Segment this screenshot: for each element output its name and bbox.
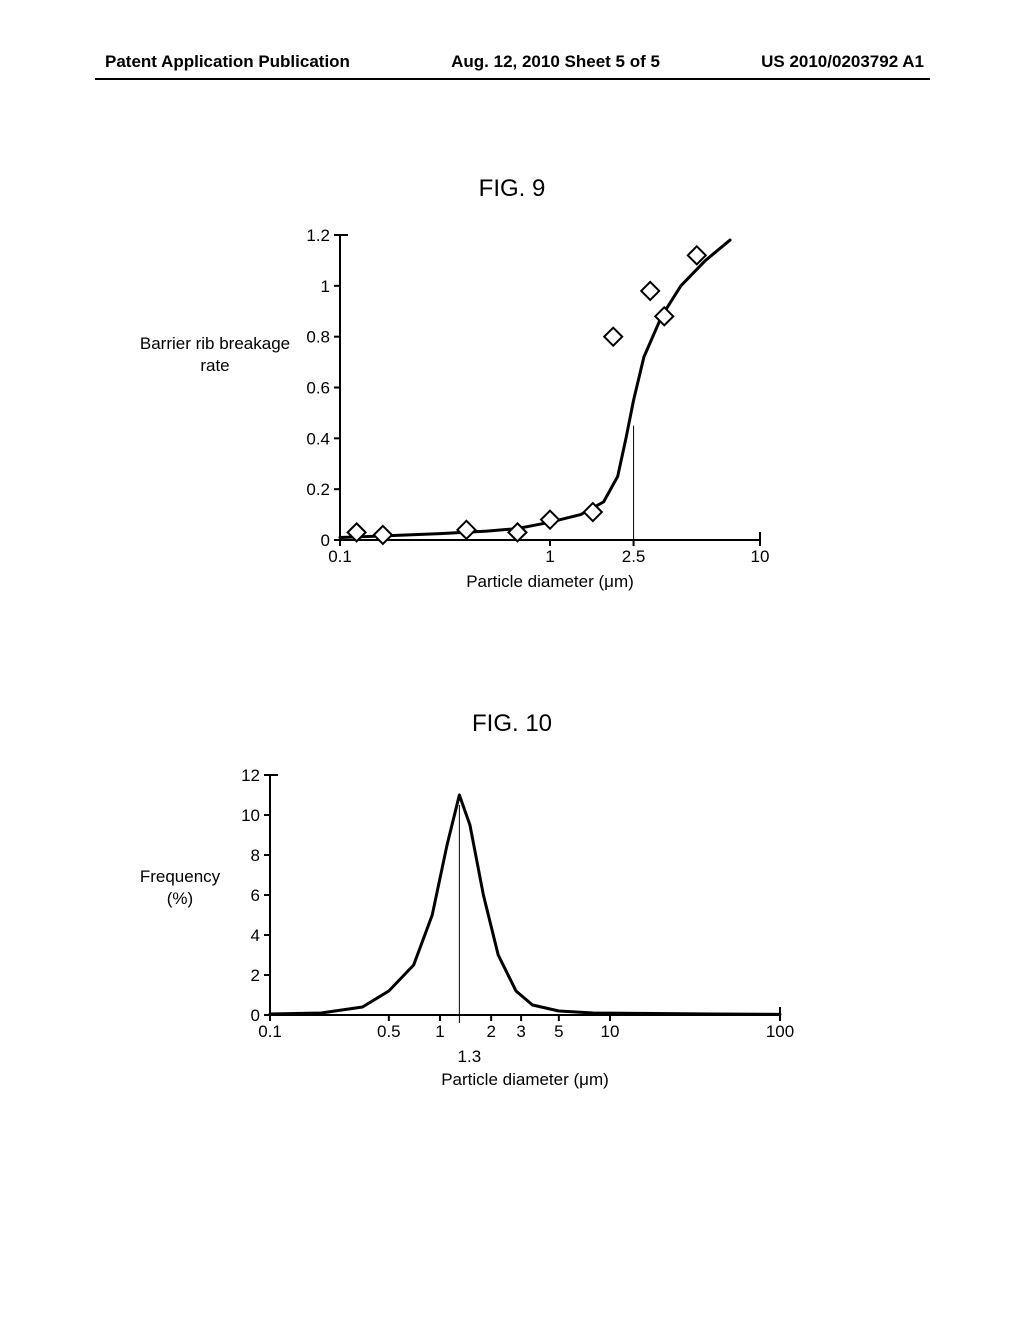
fig9-title: FIG. 9 xyxy=(0,175,1024,203)
svg-text:6: 6 xyxy=(251,886,260,905)
svg-text:10: 10 xyxy=(601,1022,620,1041)
svg-text:10: 10 xyxy=(751,547,770,566)
svg-text:4: 4 xyxy=(251,926,260,945)
header-left: Patent Application Publication xyxy=(105,52,350,72)
svg-text:3: 3 xyxy=(516,1022,525,1041)
svg-text:2: 2 xyxy=(251,966,260,985)
svg-text:2.5: 2.5 xyxy=(622,547,646,566)
fig10-ylabel-l2: (%) xyxy=(167,889,193,908)
svg-text:1: 1 xyxy=(545,547,554,566)
svg-text:1.2: 1.2 xyxy=(306,226,330,245)
header-rule xyxy=(95,78,930,80)
svg-text:2: 2 xyxy=(486,1022,495,1041)
header-center: Aug. 12, 2010 Sheet 5 of 5 xyxy=(451,52,660,72)
fig10-ylabel-l1: Frequency xyxy=(140,867,220,886)
svg-text:0.4: 0.4 xyxy=(306,429,330,448)
svg-text:10: 10 xyxy=(241,806,260,825)
svg-text:0.5: 0.5 xyxy=(377,1022,401,1041)
svg-text:0.1: 0.1 xyxy=(258,1022,282,1041)
svg-text:1: 1 xyxy=(321,277,330,296)
svg-text:0.8: 0.8 xyxy=(306,328,330,347)
svg-text:100: 100 xyxy=(766,1022,794,1041)
header-right: US 2010/0203792 A1 xyxy=(761,52,924,72)
fig10-xlabel: Particle diameter (μm) xyxy=(270,1070,780,1090)
fig10-ylabel: Frequency (%) xyxy=(125,866,235,910)
page-header: Patent Application Publication Aug. 12, … xyxy=(0,52,1024,72)
fig9-chart: 00.20.40.60.811.20.112.510 xyxy=(300,225,800,580)
fig10-title: FIG. 10 xyxy=(0,710,1024,738)
svg-text:12: 12 xyxy=(241,766,260,785)
svg-text:5: 5 xyxy=(554,1022,563,1041)
fig9-ylabel: Barrier rib breakagerate xyxy=(130,333,300,377)
fig10-peak-label: 1.3 xyxy=(449,1047,489,1067)
fig10-chart: 0246810120.10.5123510100 xyxy=(230,765,820,1055)
svg-text:0.2: 0.2 xyxy=(306,480,330,499)
svg-text:0.6: 0.6 xyxy=(306,379,330,398)
fig9-xlabel: Particle diameter (μm) xyxy=(340,572,760,592)
svg-text:1: 1 xyxy=(435,1022,444,1041)
svg-text:0.1: 0.1 xyxy=(328,547,352,566)
svg-text:8: 8 xyxy=(251,846,260,865)
